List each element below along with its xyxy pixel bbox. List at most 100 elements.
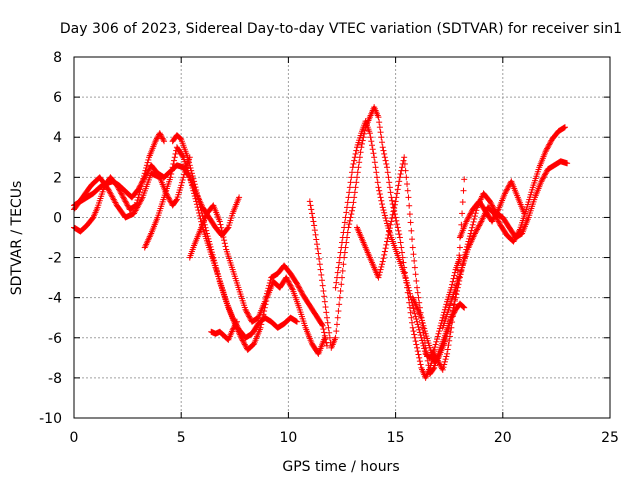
data-point — [298, 288, 305, 295]
data-point — [231, 324, 238, 331]
data-point — [221, 237, 228, 244]
data-point — [338, 244, 345, 251]
data-point — [459, 303, 466, 310]
data-point — [395, 227, 402, 234]
data-point — [146, 166, 153, 173]
data-point — [411, 331, 418, 338]
data-point — [443, 333, 450, 340]
data-point — [336, 259, 343, 266]
data-point — [539, 175, 546, 182]
data-point — [380, 147, 387, 154]
data-point — [137, 186, 144, 193]
data-point — [408, 227, 415, 234]
data-point — [123, 201, 130, 208]
data-point — [346, 184, 353, 191]
data-point — [542, 148, 549, 155]
data-point — [191, 178, 198, 185]
data-point — [297, 287, 304, 294]
data-point — [196, 201, 203, 208]
data-point — [188, 179, 195, 186]
data-point — [437, 362, 444, 369]
data-point — [412, 271, 419, 278]
data-point — [434, 356, 441, 363]
y-tick-label: -4 — [48, 291, 62, 307]
y-tick-label: -6 — [48, 331, 62, 347]
data-point — [337, 249, 344, 256]
data-point — [465, 214, 472, 221]
data-point — [138, 195, 145, 202]
data-point — [514, 230, 521, 237]
data-point — [411, 257, 418, 264]
data-point — [140, 175, 147, 182]
data-point — [387, 221, 394, 228]
data-point — [244, 310, 251, 317]
data-point — [393, 217, 400, 224]
data-point — [476, 222, 483, 229]
data-point — [371, 154, 378, 161]
data-point — [369, 142, 376, 149]
data-point — [193, 187, 200, 194]
data-point — [347, 179, 354, 186]
data-point — [333, 274, 340, 281]
data-point — [409, 244, 416, 251]
data-point — [414, 344, 421, 351]
data-point — [117, 189, 124, 196]
data-point — [354, 169, 361, 176]
data-point — [411, 334, 418, 341]
data-point — [190, 187, 197, 194]
data-point — [190, 175, 197, 182]
data-point — [495, 218, 502, 225]
data-point — [242, 306, 249, 313]
data-point — [516, 227, 523, 234]
data-point — [399, 164, 406, 171]
data-point — [443, 301, 450, 308]
data-point — [325, 324, 332, 331]
data-point — [324, 319, 331, 326]
data-point — [335, 308, 342, 315]
data-point — [124, 202, 131, 209]
data-point — [395, 182, 402, 189]
data-point — [229, 314, 236, 321]
data-point — [385, 231, 392, 238]
data-point — [353, 179, 360, 186]
data-point — [546, 141, 553, 148]
data-point — [138, 183, 145, 190]
y-tick-label: -10 — [39, 411, 62, 427]
data-point — [440, 364, 447, 371]
data-point — [186, 174, 193, 181]
data-point — [242, 342, 249, 349]
data-point — [208, 249, 215, 256]
data-point — [294, 281, 301, 288]
data-point — [121, 197, 128, 204]
data-point — [173, 197, 180, 204]
data-point — [408, 314, 415, 321]
data-point — [463, 218, 470, 225]
data-point — [383, 241, 390, 248]
data-point — [366, 130, 373, 137]
data-point — [322, 336, 329, 343]
data-point — [265, 285, 272, 292]
data-point — [169, 164, 176, 171]
data-point — [296, 284, 303, 291]
data-point — [243, 309, 250, 316]
data-point — [213, 267, 220, 274]
data-point — [308, 210, 315, 217]
data-point — [430, 365, 437, 372]
data-point — [449, 278, 456, 285]
data-point — [464, 215, 471, 222]
data-point — [233, 320, 240, 327]
data-point — [512, 234, 519, 241]
data-point — [319, 322, 326, 329]
data-point — [263, 293, 270, 300]
data-point — [181, 171, 188, 178]
data-point — [377, 129, 384, 136]
data-point — [409, 236, 416, 243]
data-point — [494, 209, 501, 216]
data-point — [167, 198, 174, 205]
data-point — [188, 182, 195, 189]
data-point — [264, 287, 271, 294]
data-point — [116, 187, 123, 194]
data-point — [323, 314, 330, 321]
data-point — [477, 219, 484, 226]
